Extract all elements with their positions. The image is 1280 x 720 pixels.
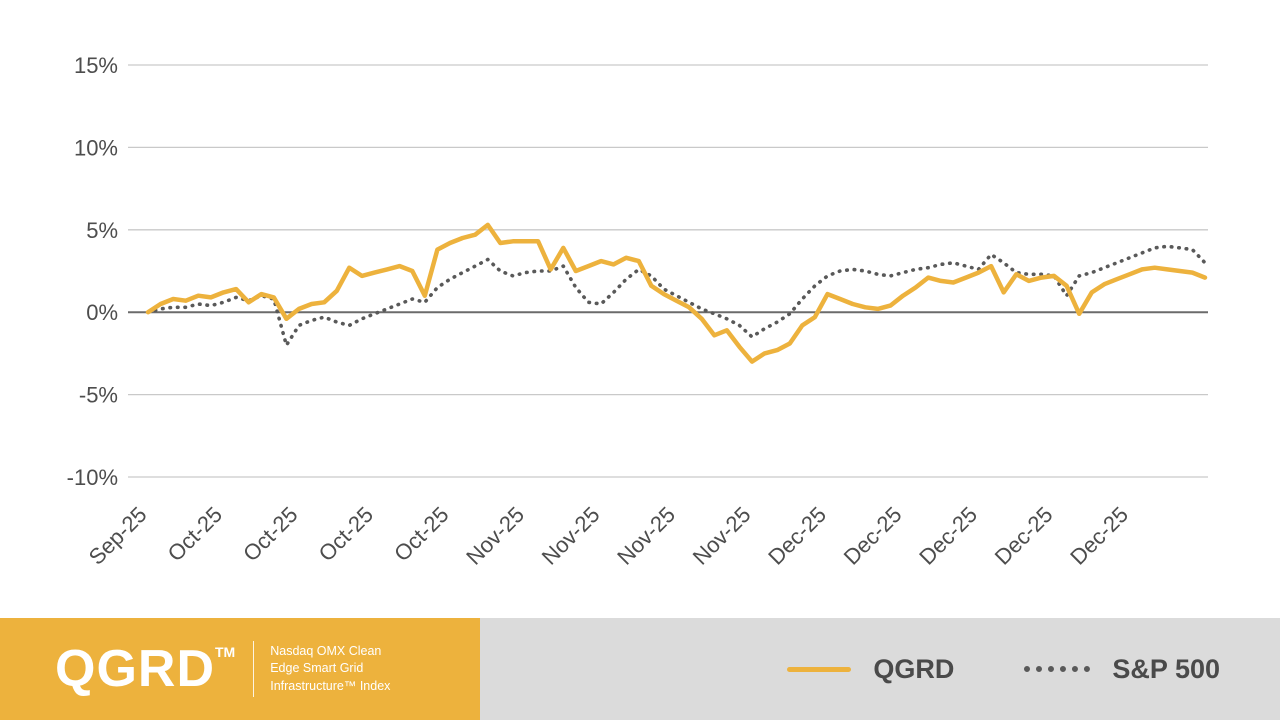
qgrd-line-swatch-icon xyxy=(787,666,852,672)
sp500-dotted-swatch-icon xyxy=(1024,666,1091,672)
brand-block: QGRDTM Nasdaq OMX Clean Edge Smart Grid … xyxy=(0,618,480,720)
y-axis-tick-label: -10% xyxy=(67,465,118,490)
series-line-qgrd xyxy=(145,222,1208,364)
x-axis-tick-label: Oct-25 xyxy=(389,502,453,566)
x-axis-tick-label: Oct-25 xyxy=(314,502,378,566)
x-axis-tick-label: Dec-25 xyxy=(914,502,982,570)
brand-tagline: Nasdaq OMX Clean Edge Smart Grid Infrast… xyxy=(270,643,391,693)
legend-item-qgrd: QGRD xyxy=(787,654,954,685)
chart-canvas: 15%10%5%0%-5%-10%Sep-25 Oct-25 Oct-25 Oct-2… xyxy=(67,53,1208,570)
brand-logo-text: QGRD xyxy=(55,640,215,698)
legend-item-sp500: S&P 500 xyxy=(1024,654,1220,685)
x-axis-tick-label: Dec-25 xyxy=(763,502,831,570)
y-axis-tick-label: 15% xyxy=(74,53,118,78)
x-axis-tick-label: Oct-25 xyxy=(163,502,227,566)
footer-bar: QGRDTM Nasdaq OMX Clean Edge Smart Grid … xyxy=(0,618,1280,720)
x-axis-tick-label: Dec-25 xyxy=(839,502,907,570)
series-line-s-p-500 xyxy=(146,244,1207,348)
x-axis-tick-label: Dec-25 xyxy=(990,502,1058,570)
y-axis-tick-label: -5% xyxy=(79,383,118,408)
performance-chart: 15% 10% 5% 0% -5% -10% Sep-25 Oct-25 Oct-25 Oct-2… xyxy=(66,53,1208,570)
x-axis-tick-label: Nov-25 xyxy=(537,502,605,570)
y-axis-tick-label: 0% xyxy=(86,300,118,325)
brand-logo: QGRDTM xyxy=(55,643,235,695)
x-axis-tick-label: Nov-25 xyxy=(461,502,529,570)
legend-label-sp500: S&P 500 xyxy=(1112,653,1220,684)
x-axis-tick-label: Dec-25 xyxy=(1065,502,1133,570)
x-axis-tick-label: Nov-25 xyxy=(688,502,756,570)
y-axis-tick-label: 10% xyxy=(74,135,118,160)
y-axis-tick-label: 5% xyxy=(86,218,118,243)
chart-legend: QGRD S&P 500 xyxy=(480,618,1280,720)
x-axis-tick-label: Nov-25 xyxy=(612,502,680,570)
brand-divider xyxy=(253,641,255,697)
brand-logo-tm: TM xyxy=(215,644,236,660)
x-axis-tick-label: Sep-25 xyxy=(84,502,152,570)
x-axis-tick-label: Oct-25 xyxy=(238,502,302,566)
legend-label-qgrd: QGRD xyxy=(873,653,955,684)
